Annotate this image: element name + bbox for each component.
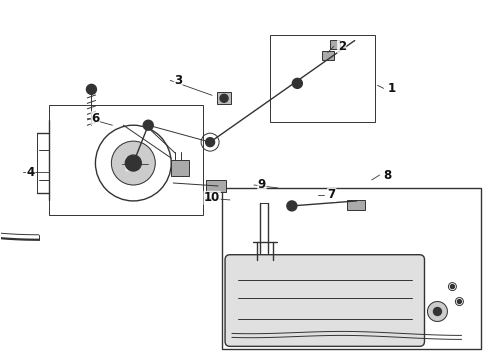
Circle shape (450, 285, 454, 289)
Circle shape (434, 307, 441, 315)
Text: 5: 5 (126, 158, 134, 171)
Bar (322, 50, 334, 60)
Bar (171, 160, 189, 176)
Text: 6: 6 (91, 112, 99, 125)
Circle shape (111, 141, 155, 185)
Text: 7: 7 (328, 188, 336, 202)
Circle shape (125, 155, 141, 171)
Text: 8: 8 (384, 168, 392, 181)
Circle shape (206, 138, 215, 147)
Circle shape (287, 201, 297, 211)
Text: 3: 3 (174, 74, 182, 87)
FancyBboxPatch shape (225, 255, 424, 346)
Text: 10: 10 (204, 192, 220, 204)
Bar (330, 40, 340, 49)
Text: 1: 1 (388, 82, 395, 95)
Circle shape (427, 302, 447, 321)
Circle shape (143, 120, 153, 130)
Text: 2: 2 (338, 40, 346, 53)
Text: 9: 9 (258, 179, 266, 192)
Circle shape (86, 84, 97, 94)
Circle shape (457, 300, 462, 303)
Bar (270, 35, 375, 122)
Bar (222, 188, 481, 349)
Circle shape (293, 78, 302, 88)
Circle shape (220, 94, 228, 102)
Bar (206, 180, 226, 192)
Bar (347, 200, 365, 210)
Bar (217, 92, 231, 104)
Text: 4: 4 (26, 166, 35, 179)
Bar (49, 105, 203, 215)
